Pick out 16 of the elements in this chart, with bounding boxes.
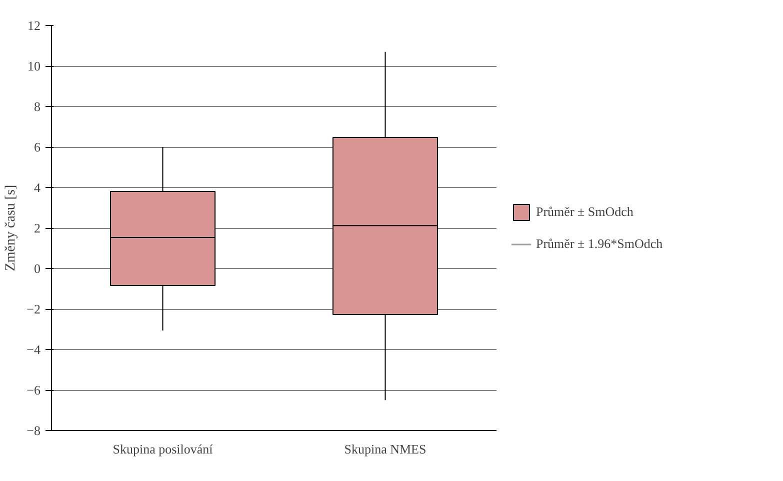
y-tick-label: 2 xyxy=(34,220,40,236)
y-tick-label: 0 xyxy=(34,261,40,276)
y-tick-label: 4 xyxy=(34,180,41,195)
x-tick-label: Skupina posilování xyxy=(112,442,214,456)
legend-label: Průměr ± SmOdch xyxy=(536,204,634,220)
y-tick-label: −4 xyxy=(26,342,41,357)
y-tick-label: −6 xyxy=(26,382,41,398)
y-tick-label: 6 xyxy=(34,140,41,154)
x-tick-label: Skupina NMES xyxy=(344,442,426,456)
y-tick-label: 8 xyxy=(34,99,40,114)
y-tick-label: 12 xyxy=(28,18,40,33)
y-tick-label: −2 xyxy=(26,302,41,316)
y-axis-title: Změny času [s] xyxy=(4,184,19,272)
y-tick-label: −8 xyxy=(26,423,41,438)
y-tick-label: 10 xyxy=(28,58,40,74)
text: Průměr ± 1.96*SmOdch xyxy=(536,236,663,252)
